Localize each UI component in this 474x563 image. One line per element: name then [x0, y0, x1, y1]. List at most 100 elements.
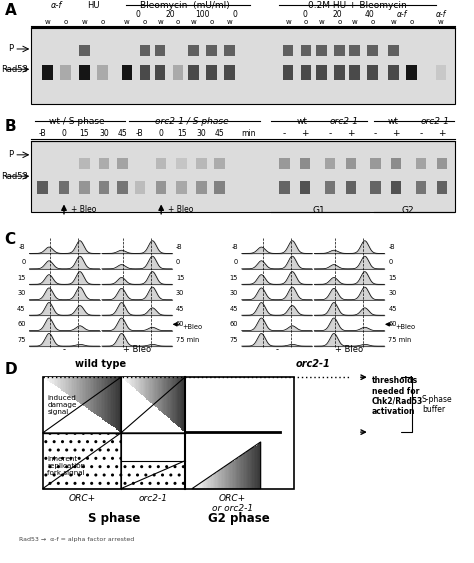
- Bar: [91, 377, 93, 412]
- Bar: [80, 377, 82, 404]
- Text: 15: 15: [17, 275, 26, 281]
- Text: + Bleo: + Bleo: [168, 205, 194, 214]
- Text: wt: wt: [388, 117, 399, 126]
- Bar: [141, 377, 143, 395]
- Bar: [232, 462, 233, 489]
- Bar: [203, 481, 204, 489]
- Bar: [99, 158, 109, 169]
- Bar: [349, 45, 360, 56]
- Bar: [334, 45, 345, 56]
- Bar: [94, 377, 96, 414]
- Bar: [236, 459, 237, 489]
- Bar: [66, 377, 68, 394]
- Text: 45: 45: [215, 129, 224, 138]
- Bar: [122, 377, 123, 378]
- Bar: [79, 45, 90, 56]
- Bar: [391, 158, 401, 169]
- Text: orc2-1: orc2-1: [295, 359, 330, 369]
- Text: D: D: [5, 362, 18, 377]
- Text: B: B: [5, 119, 17, 134]
- Text: +: +: [301, 129, 309, 138]
- Text: o: o: [410, 19, 413, 25]
- Bar: [200, 483, 201, 489]
- Bar: [123, 377, 125, 379]
- Bar: [209, 477, 210, 489]
- Bar: [199, 484, 200, 489]
- Bar: [346, 181, 356, 194]
- Bar: [42, 65, 53, 80]
- Text: 0: 0: [159, 129, 164, 138]
- Bar: [370, 181, 381, 194]
- Bar: [214, 473, 215, 489]
- Bar: [218, 471, 219, 489]
- Text: -: -: [419, 129, 422, 138]
- Bar: [258, 444, 259, 489]
- Bar: [207, 479, 209, 489]
- Bar: [82, 377, 83, 405]
- Text: 0: 0: [303, 10, 308, 19]
- Bar: [90, 377, 91, 410]
- Text: C: C: [5, 232, 16, 247]
- Bar: [279, 158, 290, 169]
- Bar: [88, 377, 90, 409]
- Bar: [116, 377, 118, 430]
- Text: P: P: [8, 150, 13, 159]
- Bar: [71, 377, 73, 397]
- Bar: [31, 141, 455, 212]
- Bar: [46, 377, 47, 379]
- Bar: [206, 45, 217, 56]
- Bar: [79, 65, 90, 80]
- Bar: [255, 445, 256, 489]
- Bar: [316, 45, 327, 56]
- Bar: [110, 377, 111, 425]
- Text: 20: 20: [166, 10, 175, 19]
- Text: Rad53: Rad53: [1, 65, 28, 74]
- Text: orc2-1: orc2-1: [138, 494, 167, 503]
- Text: w: w: [285, 19, 291, 25]
- Text: w: w: [191, 19, 196, 25]
- Bar: [161, 377, 162, 412]
- Bar: [176, 181, 187, 194]
- Text: +Bleo: +Bleo: [182, 324, 202, 330]
- Text: 0: 0: [388, 260, 392, 266]
- Bar: [388, 45, 399, 56]
- Text: Bleomycin  (mU/ml): Bleomycin (mU/ml): [140, 1, 230, 10]
- Bar: [140, 45, 150, 56]
- Text: induced
damage
signal: induced damage signal: [47, 395, 77, 415]
- Bar: [172, 377, 173, 422]
- Bar: [195, 487, 196, 489]
- Bar: [188, 45, 199, 56]
- Text: -: -: [63, 345, 66, 354]
- Bar: [346, 158, 356, 169]
- Text: 15: 15: [80, 129, 89, 138]
- Text: 40: 40: [365, 10, 374, 19]
- Bar: [74, 377, 75, 400]
- Bar: [149, 377, 150, 402]
- Bar: [217, 472, 218, 489]
- Text: o: o: [337, 19, 341, 25]
- Text: o: o: [100, 19, 104, 25]
- Bar: [388, 65, 399, 80]
- Bar: [43, 377, 294, 489]
- Bar: [237, 458, 239, 489]
- Bar: [145, 377, 146, 399]
- Bar: [214, 158, 225, 169]
- Bar: [214, 181, 225, 194]
- Bar: [47, 377, 49, 381]
- Bar: [437, 158, 447, 169]
- Text: -B: -B: [136, 129, 144, 138]
- Bar: [225, 466, 227, 489]
- Text: 45: 45: [17, 306, 26, 312]
- Bar: [79, 377, 80, 403]
- Text: -: -: [275, 345, 278, 354]
- Text: S phase: S phase: [88, 512, 140, 525]
- Bar: [159, 377, 161, 410]
- Bar: [52, 377, 54, 384]
- Text: 20: 20: [333, 10, 342, 19]
- Text: orc2-1 / S phase: orc2-1 / S phase: [155, 117, 229, 126]
- Bar: [157, 377, 158, 408]
- Bar: [117, 158, 128, 169]
- Bar: [251, 448, 253, 489]
- Bar: [228, 464, 229, 489]
- Bar: [224, 45, 235, 56]
